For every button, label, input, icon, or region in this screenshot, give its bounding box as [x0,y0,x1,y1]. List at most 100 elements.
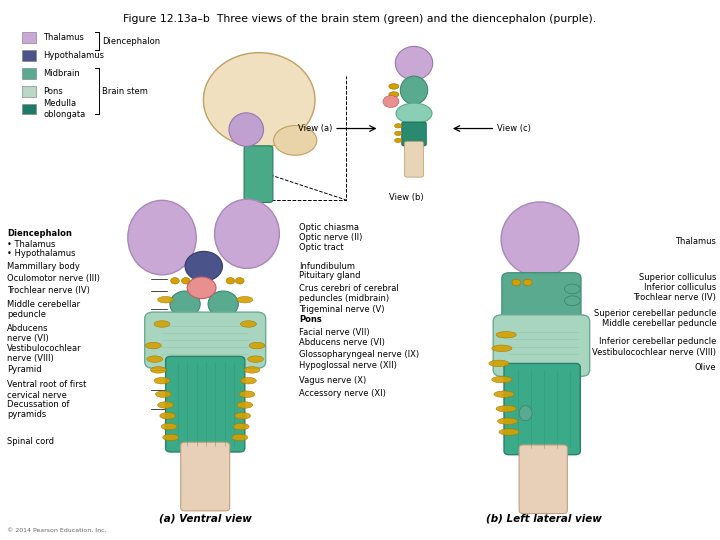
FancyBboxPatch shape [502,273,581,329]
Text: Spinal cord: Spinal cord [7,437,54,446]
Text: Middle cerebellar
peduncle: Middle cerebellar peduncle [7,300,81,319]
Ellipse shape [229,113,264,146]
Ellipse shape [215,199,279,268]
Ellipse shape [395,124,402,128]
Ellipse shape [181,278,190,284]
Ellipse shape [274,125,317,156]
Text: • Thalamus: • Thalamus [7,240,55,248]
Ellipse shape [564,296,580,306]
FancyBboxPatch shape [493,315,590,376]
Ellipse shape [400,76,428,104]
Text: Abducens nerve (VI): Abducens nerve (VI) [299,338,384,347]
Ellipse shape [395,138,402,143]
Bar [22,68,36,79]
Ellipse shape [564,284,580,294]
Ellipse shape [237,402,253,408]
Ellipse shape [239,391,255,397]
Ellipse shape [160,413,176,419]
Text: Olive: Olive [695,363,716,372]
Text: View (c): View (c) [497,124,531,133]
FancyBboxPatch shape [145,312,266,368]
Ellipse shape [492,376,512,383]
Text: Pituitary gland: Pituitary gland [299,272,360,280]
Text: Vestibulocochlear nerve (VIII): Vestibulocochlear nerve (VIII) [593,348,716,356]
Bar [22,86,36,97]
Text: Medulla
oblongata: Medulla oblongata [43,99,86,119]
Text: Inferior colliculus: Inferior colliculus [644,283,716,292]
Ellipse shape [240,321,256,327]
Ellipse shape [161,423,177,430]
Text: View (a): View (a) [298,124,333,133]
Ellipse shape [249,342,265,349]
Ellipse shape [147,356,163,362]
Ellipse shape [156,391,171,397]
Ellipse shape [395,46,433,80]
Text: Brain stem: Brain stem [102,87,148,96]
Text: Abducens
nerve (VI): Abducens nerve (VI) [7,324,49,343]
Text: Thalamus: Thalamus [43,33,84,42]
Text: Trigeminal nerve (V): Trigeminal nerve (V) [299,306,384,314]
Ellipse shape [395,131,402,136]
Ellipse shape [154,321,170,327]
Text: Glossopharyngeal nerve (IX): Glossopharyngeal nerve (IX) [299,350,419,359]
Text: Hypothalamus: Hypothalamus [43,51,104,60]
Ellipse shape [519,406,532,421]
Text: Oculomotor nerve (III): Oculomotor nerve (III) [7,274,100,283]
Ellipse shape [498,418,518,424]
Ellipse shape [235,413,251,419]
Ellipse shape [203,52,315,147]
Ellipse shape [171,278,179,284]
Text: Hypoglossal nerve (XII): Hypoglossal nerve (XII) [299,361,397,369]
Text: Vagus nerve (X): Vagus nerve (X) [299,376,366,384]
Text: • Hypothalamus: • Hypothalamus [7,249,76,258]
Text: Superior colliculus: Superior colliculus [639,273,716,281]
Text: Decussation of
pyramids: Decussation of pyramids [7,400,70,419]
Text: Accessory nerve (XI): Accessory nerve (XI) [299,389,386,397]
Text: Thalamus: Thalamus [675,237,716,246]
Text: © 2014 Pearson Education, Inc.: © 2014 Pearson Education, Inc. [7,528,107,533]
Ellipse shape [240,377,256,384]
Circle shape [383,96,399,107]
Text: Diencephalon: Diencephalon [7,229,72,238]
Text: Inferior cerebellar peduncle: Inferior cerebellar peduncle [599,337,716,346]
Ellipse shape [154,377,170,384]
Text: Ventral root of first
cervical nerve: Ventral root of first cervical nerve [7,380,86,400]
Ellipse shape [244,367,260,373]
Text: Trochlear nerve (IV): Trochlear nerve (IV) [7,286,90,295]
Text: Figure 12.13a–b  Three views of the brain stem (green) and the diencephalon (pur: Figure 12.13a–b Three views of the brain… [123,14,597,24]
Text: Pyramid: Pyramid [7,366,42,374]
Text: Infundibulum: Infundibulum [299,262,355,271]
Circle shape [187,277,216,299]
Text: Optic tract: Optic tract [299,244,343,252]
Ellipse shape [496,332,516,338]
Ellipse shape [145,342,161,349]
Text: View (b): View (b) [390,193,424,202]
Text: Vestibulocochlear
nerve (VIII): Vestibulocochlear nerve (VIII) [7,344,82,363]
Ellipse shape [226,278,235,284]
Text: Crus cerebri of cerebral
peduncles (midbrain): Crus cerebri of cerebral peduncles (midb… [299,284,399,303]
FancyBboxPatch shape [181,442,230,511]
FancyBboxPatch shape [504,363,580,455]
Text: Middle cerebellar peduncle: Middle cerebellar peduncle [602,320,716,328]
Ellipse shape [248,356,264,362]
Ellipse shape [163,434,179,441]
Ellipse shape [501,202,579,276]
Text: Pons: Pons [299,315,322,324]
Ellipse shape [150,367,166,373]
FancyBboxPatch shape [519,445,567,514]
Ellipse shape [389,84,399,89]
Ellipse shape [158,402,174,408]
Ellipse shape [208,291,238,317]
Ellipse shape [494,391,514,397]
Ellipse shape [523,279,532,286]
Ellipse shape [237,296,253,303]
FancyBboxPatch shape [405,141,423,177]
Ellipse shape [512,279,521,286]
Text: Facial nerve (VII): Facial nerve (VII) [299,328,369,337]
Text: Superior cerebellar peduncle: Superior cerebellar peduncle [594,309,716,318]
Text: Trochlear nerve (IV): Trochlear nerve (IV) [634,293,716,302]
Ellipse shape [389,92,399,97]
Ellipse shape [233,423,249,430]
Ellipse shape [499,429,519,435]
FancyBboxPatch shape [166,356,245,452]
